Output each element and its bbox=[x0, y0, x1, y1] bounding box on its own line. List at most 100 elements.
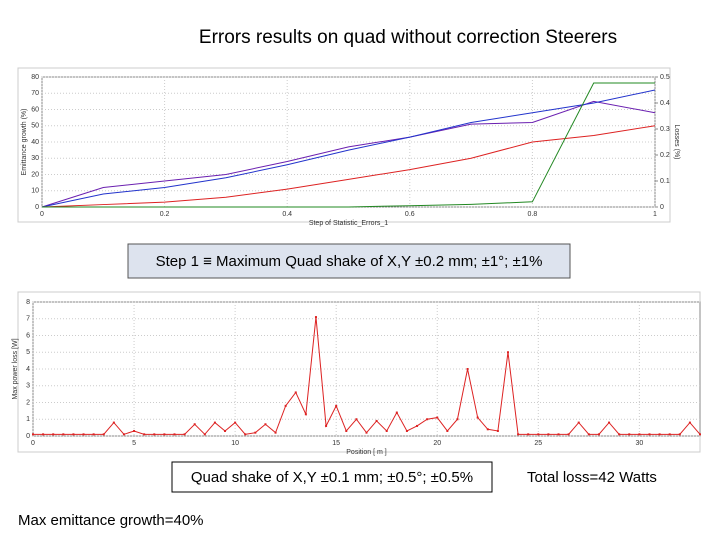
point-marker bbox=[122, 433, 125, 436]
point-marker bbox=[32, 433, 34, 436]
x-tick-label: 30 bbox=[635, 440, 643, 447]
point-marker bbox=[618, 433, 621, 436]
total-loss: Total loss=42 Watts bbox=[527, 469, 657, 486]
y2-axis-label: Losses (%) bbox=[673, 124, 680, 159]
point-marker bbox=[52, 433, 55, 436]
x-tick-label: 0 bbox=[40, 211, 44, 218]
point-marker bbox=[153, 433, 156, 436]
point-marker bbox=[203, 433, 206, 436]
point-marker bbox=[395, 411, 398, 414]
point-marker bbox=[284, 404, 287, 407]
point-marker bbox=[42, 433, 45, 436]
y2-tick-label: 0.1 bbox=[660, 178, 670, 185]
y-tick-label: 30 bbox=[31, 155, 39, 162]
x-tick-label: 20 bbox=[433, 440, 441, 447]
y-tick-label: 50 bbox=[31, 123, 39, 130]
x-axis-label: Step of Statistic_Errors_1 bbox=[309, 220, 388, 227]
y-tick-label: 3 bbox=[26, 383, 30, 390]
point-marker bbox=[102, 433, 105, 436]
x-axis-label: Position [ m ] bbox=[346, 449, 387, 456]
point-marker bbox=[628, 433, 631, 436]
point-marker bbox=[183, 433, 186, 436]
max-emittance: Max emittance growth=40% bbox=[18, 512, 204, 529]
point-marker bbox=[486, 428, 489, 431]
point-marker bbox=[466, 368, 469, 370]
y-tick-label: 80 bbox=[31, 74, 39, 81]
point-marker bbox=[385, 429, 388, 432]
point-marker bbox=[648, 433, 651, 436]
x-tick-label: 0.4 bbox=[282, 211, 292, 218]
point-marker bbox=[163, 433, 166, 436]
series-line bbox=[41, 125, 656, 208]
point-marker bbox=[537, 433, 540, 436]
point-marker bbox=[62, 433, 65, 436]
point-marker bbox=[92, 433, 95, 436]
y2-tick-label: 0.3 bbox=[660, 126, 670, 133]
x-tick-label: 1 bbox=[653, 211, 657, 218]
point-marker bbox=[224, 429, 227, 432]
point-marker bbox=[688, 421, 691, 424]
point-marker bbox=[678, 433, 681, 436]
point-marker bbox=[638, 433, 641, 436]
y-tick-label: 8 bbox=[26, 299, 30, 306]
point-marker bbox=[264, 423, 267, 426]
series-line bbox=[42, 82, 655, 208]
x-tick-label: 0.8 bbox=[528, 211, 538, 218]
y-tick-label: 60 bbox=[31, 106, 39, 113]
point-marker bbox=[355, 418, 358, 421]
point-marker bbox=[314, 316, 317, 319]
point-marker bbox=[506, 351, 509, 354]
series-line bbox=[41, 100, 656, 208]
y-axis-label: Emittance growth (%) bbox=[21, 109, 28, 176]
y-tick-label: 6 bbox=[26, 332, 30, 339]
point-marker bbox=[254, 431, 257, 434]
point-marker bbox=[517, 433, 520, 436]
series-line bbox=[41, 89, 656, 208]
point-marker bbox=[72, 433, 75, 436]
y-tick-label: 7 bbox=[26, 316, 30, 323]
point-marker bbox=[234, 421, 237, 424]
x-tick-label: 0.2 bbox=[160, 211, 170, 218]
y-tick-label: 1 bbox=[26, 416, 30, 423]
point-marker bbox=[658, 433, 661, 436]
y-tick-label: 0 bbox=[35, 204, 39, 211]
point-marker bbox=[446, 429, 449, 432]
point-marker bbox=[547, 433, 550, 436]
step-box bbox=[127, 243, 571, 279]
point-marker bbox=[82, 433, 85, 436]
point-marker bbox=[699, 433, 701, 436]
y-tick-label: 5 bbox=[26, 349, 30, 356]
y-tick-label: 40 bbox=[31, 139, 39, 146]
point-marker bbox=[304, 413, 307, 416]
y2-tick-label: 0.4 bbox=[660, 100, 670, 107]
point-marker bbox=[476, 416, 479, 419]
y2-tick-label: 0.2 bbox=[660, 152, 670, 159]
point-marker bbox=[133, 429, 136, 432]
point-marker bbox=[213, 421, 216, 424]
x-tick-label: 0 bbox=[31, 440, 35, 447]
y-tick-label: 70 bbox=[31, 90, 39, 97]
point-marker bbox=[426, 418, 429, 421]
point-marker bbox=[456, 418, 459, 421]
point-marker bbox=[193, 423, 196, 426]
x-tick-label: 0.6 bbox=[405, 211, 415, 218]
point-marker bbox=[668, 433, 671, 436]
step-text: Step 1 ≡ Maximum Quad shake of X,Y ±0.2 … bbox=[156, 253, 543, 270]
point-marker bbox=[365, 431, 368, 434]
point-marker bbox=[143, 433, 146, 436]
point-marker bbox=[436, 416, 439, 419]
point-marker bbox=[597, 433, 600, 436]
point-marker bbox=[405, 429, 408, 432]
point-marker bbox=[567, 433, 570, 436]
point-marker bbox=[112, 421, 115, 424]
point-marker bbox=[173, 433, 176, 436]
point-marker bbox=[375, 419, 378, 422]
point-marker bbox=[587, 433, 590, 436]
point-marker bbox=[527, 433, 530, 436]
shake-text: Quad shake of X,Y ±0.1 mm; ±0.5°; ±0.5% bbox=[191, 469, 473, 486]
point-marker bbox=[496, 429, 499, 432]
point-marker bbox=[577, 421, 580, 424]
y-axis-label: Max power loss [W] bbox=[12, 338, 19, 399]
y2-tick-label: 0.5 bbox=[660, 74, 670, 81]
